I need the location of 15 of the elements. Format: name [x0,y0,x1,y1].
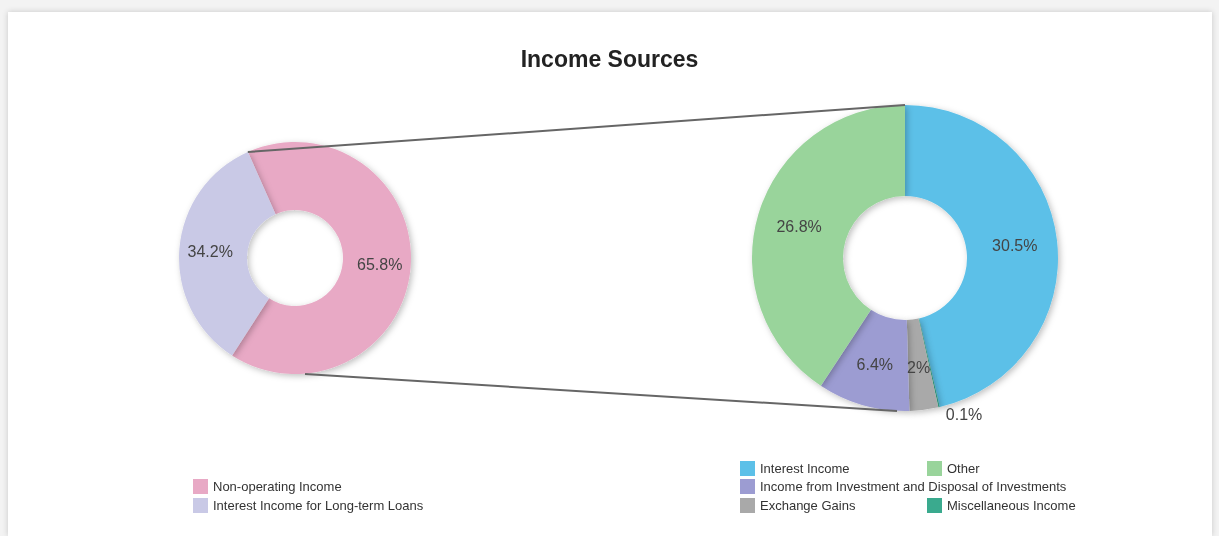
legend-label: Other [947,461,981,476]
legend-label: Miscellaneous Income [947,498,1076,513]
legend-label: Income from Investment and Disposal of Investments [760,479,1067,494]
data-label: 6.4% [856,355,894,373]
data-label: 2% [907,359,931,377]
legend-label: Interest Income [760,461,850,476]
data-label: 65.8% [357,256,403,274]
data-label: 0.1% [945,406,983,424]
legend-label: Non-operating Income [213,479,342,494]
data-label: 30.5% [992,236,1038,254]
text: Income Sources [520,45,699,72]
legend-label: Interest Income for Long-term Loans [213,498,424,513]
data-label: 34.2% [187,242,233,260]
data-label: 26.8% [776,217,822,235]
legend-label: Exchange Gains [760,498,856,513]
